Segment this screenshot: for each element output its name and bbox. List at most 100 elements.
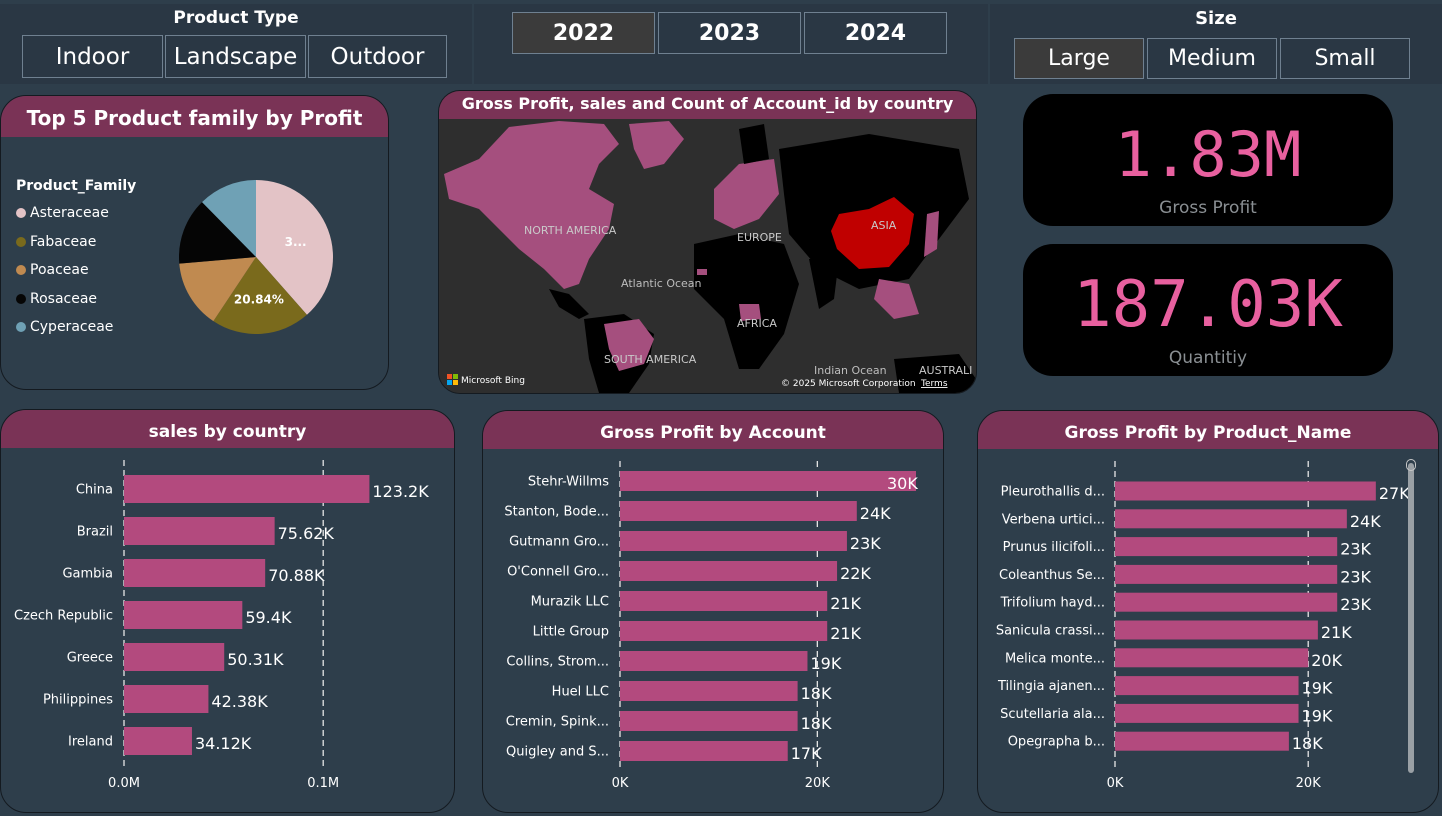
pie-slice-label: 20.84% (234, 292, 284, 306)
map-north-america[interactable] (444, 121, 619, 289)
category-label: O'Connell Gro... (507, 565, 609, 580)
category-label: China (76, 483, 113, 498)
pie-chart: 3... 20.84% (179, 180, 333, 334)
bar[interactable] (1115, 592, 1338, 612)
product-type-indoor-button[interactable]: Indoor (22, 35, 163, 78)
year-slicer: 2022 2023 2024 (474, 4, 988, 84)
map-label-asia: ASIA (871, 219, 897, 232)
sales-by-country-chart: 0.0M 0.1M China 123.2K Brazil 75.62K Gambia 70.… (14, 460, 429, 791)
bar[interactable] (620, 741, 788, 761)
bar[interactable] (620, 681, 798, 701)
map-gambia[interactable] (697, 269, 707, 275)
pie-legend-item[interactable]: Fabaceae (16, 228, 113, 257)
category-label: Greece (67, 651, 113, 666)
map-australia (894, 354, 976, 393)
bar[interactable] (1115, 564, 1338, 584)
bar[interactable] (124, 517, 275, 545)
pie-legend-title: Product_Family (16, 178, 137, 194)
data-label: 24K (860, 504, 891, 523)
data-label: 50.31K (227, 650, 284, 669)
bar[interactable] (620, 621, 828, 641)
year-2022-button[interactable]: 2022 (512, 12, 655, 54)
product-type-landscape-button[interactable]: Landscape (165, 35, 306, 78)
category-label: Stanton, Bode... (504, 505, 609, 520)
bar[interactable] (1115, 481, 1376, 501)
world-map[interactable]: NORTH AMERICA EUROPE ASIA AFRICA SOUTH A… (439, 119, 976, 393)
legend-dot-icon (16, 265, 26, 276)
map-label-indian: Indian Ocean (814, 364, 887, 377)
bar[interactable] (620, 591, 828, 611)
bar[interactable] (124, 601, 243, 629)
data-label: 17K (791, 744, 822, 763)
bar[interactable] (1115, 731, 1289, 751)
bar[interactable] (620, 561, 838, 581)
map-se-asia[interactable] (874, 279, 919, 319)
map-europe[interactable] (714, 159, 779, 229)
product-chart-scrollbar[interactable] (1408, 463, 1414, 773)
category-label: Trifolium hayd... (1000, 596, 1105, 611)
product-type-slicer: Product Type Indoor Landscape Outdoor (0, 4, 472, 84)
bar[interactable] (620, 471, 916, 491)
map-china[interactable] (831, 197, 914, 269)
pie-legend-item[interactable]: Cyperaceae (16, 313, 113, 342)
map-greenland[interactable] (629, 121, 684, 169)
pie-legend-item[interactable]: Rosaceae (16, 285, 113, 314)
size-medium-button[interactable]: Medium (1147, 38, 1277, 79)
bar[interactable] (620, 531, 847, 551)
category-label: Czech Republic (14, 609, 113, 624)
gross-profit-by-product-panel: Gross Profit by Product_Name 0K 20K Pleuro… (977, 410, 1439, 813)
bar[interactable] (1115, 537, 1338, 557)
map-scandinavia[interactable] (739, 124, 769, 164)
bar[interactable] (124, 643, 225, 671)
bar[interactable] (124, 559, 266, 587)
axis-tick-label: 0K (1107, 776, 1124, 791)
year-2024-button[interactable]: 2024 (804, 12, 947, 54)
pie-legend-item[interactable]: Poaceae (16, 256, 113, 285)
pie-legend-label: Rosaceae (30, 290, 98, 307)
bar[interactable] (1115, 509, 1347, 529)
size-slicer: Size Large Medium Small (990, 4, 1442, 84)
pie-legend-label: Cyperaceae (30, 319, 114, 336)
product-chart-scroll-knob[interactable] (1406, 459, 1416, 471)
map-india[interactable] (809, 259, 839, 309)
pie-slice-rosaceae[interactable] (179, 202, 256, 264)
pie-legend-item[interactable]: Asteraceae (16, 199, 113, 228)
data-label: 23K (850, 534, 881, 553)
axis-tick-label: 20K (805, 776, 831, 791)
axis-tick-label: 0.0M (108, 776, 140, 791)
bar[interactable] (620, 711, 798, 731)
category-label: Gambia (62, 567, 113, 582)
map-central-america[interactable] (549, 289, 589, 319)
bar[interactable] (1115, 676, 1299, 696)
category-label: Tilingia ajanen... (997, 679, 1105, 694)
bar[interactable] (1115, 620, 1318, 640)
data-label: 24K (1350, 512, 1381, 531)
data-label: 123.2K (372, 482, 429, 501)
pie-slice-asteraceae[interactable] (256, 180, 333, 315)
map-terms-link[interactable]: Terms (920, 379, 948, 389)
category-label: Quigley and S... (506, 745, 609, 760)
bar[interactable] (124, 727, 192, 755)
bar[interactable] (124, 685, 209, 713)
category-label: Little Group (533, 625, 609, 640)
pie-slice-poaceae[interactable] (179, 257, 256, 322)
gross-profit-by-account-panel: Gross Profit by Account 0K 20K Stehr-Willm… (482, 410, 944, 813)
bar[interactable] (620, 651, 808, 671)
product-type-outdoor-button[interactable]: Outdoor (308, 35, 447, 78)
pie-slice-fabaceae[interactable] (213, 257, 307, 334)
size-small-button[interactable]: Small (1280, 38, 1410, 79)
map-brazil[interactable] (604, 319, 654, 371)
map-label-africa: AFRICA (737, 317, 777, 330)
gross-profit-label: Gross Profit (1159, 198, 1257, 218)
pie-slice-cyperaceae[interactable] (202, 180, 256, 257)
map-africa-pink[interactable] (739, 304, 761, 321)
bar[interactable] (1115, 703, 1299, 723)
year-2023-button[interactable]: 2023 (658, 12, 801, 54)
pie-legend-label: Poaceae (30, 262, 89, 279)
bar[interactable] (124, 475, 370, 503)
bar[interactable] (620, 501, 857, 521)
bar[interactable] (1115, 648, 1309, 668)
map-japan[interactable] (924, 211, 939, 257)
size-large-button[interactable]: Large (1014, 38, 1144, 79)
quantity-value: 187.03K (1073, 268, 1343, 342)
